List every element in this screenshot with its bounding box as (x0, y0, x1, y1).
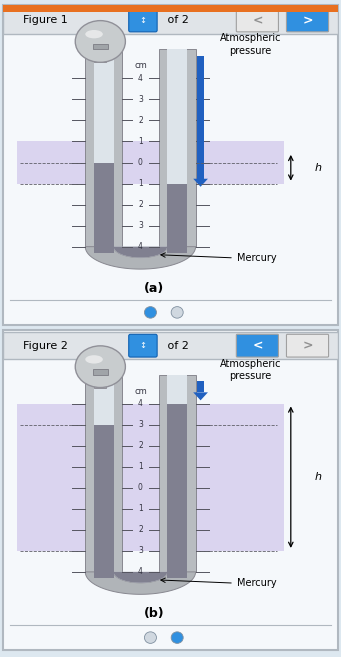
Bar (159, 374, 196, 572)
Text: 4: 4 (138, 399, 143, 408)
Text: (a): (a) (144, 282, 164, 295)
Bar (94, 49, 106, 62)
Bar (85, 49, 122, 246)
Bar (159, 49, 196, 246)
Text: 3: 3 (138, 221, 143, 230)
Text: Figure 2: Figure 2 (24, 341, 68, 351)
Text: <: < (252, 14, 263, 27)
Text: cm: cm (134, 386, 147, 396)
Circle shape (145, 632, 157, 643)
Bar (3, 7, 338, 34)
Circle shape (171, 632, 183, 643)
Text: Mercury: Mercury (237, 578, 277, 588)
Text: >: > (302, 339, 313, 352)
Bar (167, 374, 187, 572)
Text: <: < (252, 339, 263, 352)
Text: of 2: of 2 (164, 341, 189, 351)
Bar (94, 424, 114, 578)
Polygon shape (114, 246, 167, 258)
Polygon shape (85, 246, 195, 269)
Text: Atmospheric
pressure: Atmospheric pressure (220, 34, 281, 56)
Text: 2: 2 (138, 116, 143, 125)
Polygon shape (193, 179, 208, 187)
Text: Mercury: Mercury (237, 253, 277, 263)
Bar (94, 49, 114, 246)
Ellipse shape (85, 355, 103, 363)
Polygon shape (114, 572, 167, 583)
Text: 1: 1 (138, 505, 143, 513)
Ellipse shape (75, 20, 125, 62)
Text: Figure 1: Figure 1 (24, 16, 68, 26)
Ellipse shape (85, 30, 103, 38)
FancyBboxPatch shape (129, 334, 157, 357)
Text: of 2: of 2 (164, 16, 189, 26)
Text: Atmospheric
pressure: Atmospheric pressure (220, 359, 281, 381)
Ellipse shape (75, 346, 125, 388)
Text: >: > (302, 14, 313, 27)
Text: ↕: ↕ (139, 341, 146, 350)
Bar (17, 141, 284, 183)
Text: 2: 2 (138, 526, 143, 534)
Bar (94, 374, 114, 572)
Text: 3: 3 (138, 547, 143, 555)
Text: 0: 0 (138, 158, 143, 167)
Polygon shape (114, 246, 167, 258)
Text: 2: 2 (138, 200, 143, 209)
Text: ↕: ↕ (139, 16, 146, 25)
Bar (3, 332, 338, 359)
Text: 1: 1 (138, 462, 143, 471)
Bar (3, 5, 338, 12)
Polygon shape (85, 572, 195, 595)
Text: (b): (b) (144, 607, 164, 620)
Bar (167, 49, 187, 246)
Bar (17, 403, 284, 551)
FancyBboxPatch shape (129, 9, 157, 32)
Text: 1: 1 (138, 137, 143, 146)
FancyBboxPatch shape (286, 9, 329, 32)
Text: 3: 3 (138, 420, 143, 429)
Text: 4: 4 (138, 568, 143, 576)
Circle shape (171, 307, 183, 318)
FancyBboxPatch shape (236, 334, 279, 357)
Text: 3: 3 (138, 95, 143, 104)
Bar (167, 403, 187, 578)
Text: 0: 0 (138, 483, 143, 492)
Bar (85, 374, 122, 572)
Bar (93, 369, 108, 374)
Bar (93, 44, 108, 49)
Text: 4: 4 (138, 74, 143, 83)
Text: 4: 4 (138, 242, 143, 251)
Bar (94, 162, 114, 253)
FancyBboxPatch shape (236, 9, 279, 32)
Polygon shape (114, 572, 167, 583)
Polygon shape (193, 392, 208, 400)
Bar (197, 381, 204, 392)
Circle shape (145, 307, 157, 318)
Bar (94, 374, 106, 388)
Text: h: h (314, 163, 321, 173)
Bar (197, 56, 204, 179)
Text: cm: cm (134, 61, 147, 70)
Text: 1: 1 (138, 179, 143, 188)
Text: h: h (314, 472, 321, 482)
Bar (167, 183, 187, 253)
FancyBboxPatch shape (286, 334, 329, 357)
Text: 2: 2 (138, 441, 143, 450)
